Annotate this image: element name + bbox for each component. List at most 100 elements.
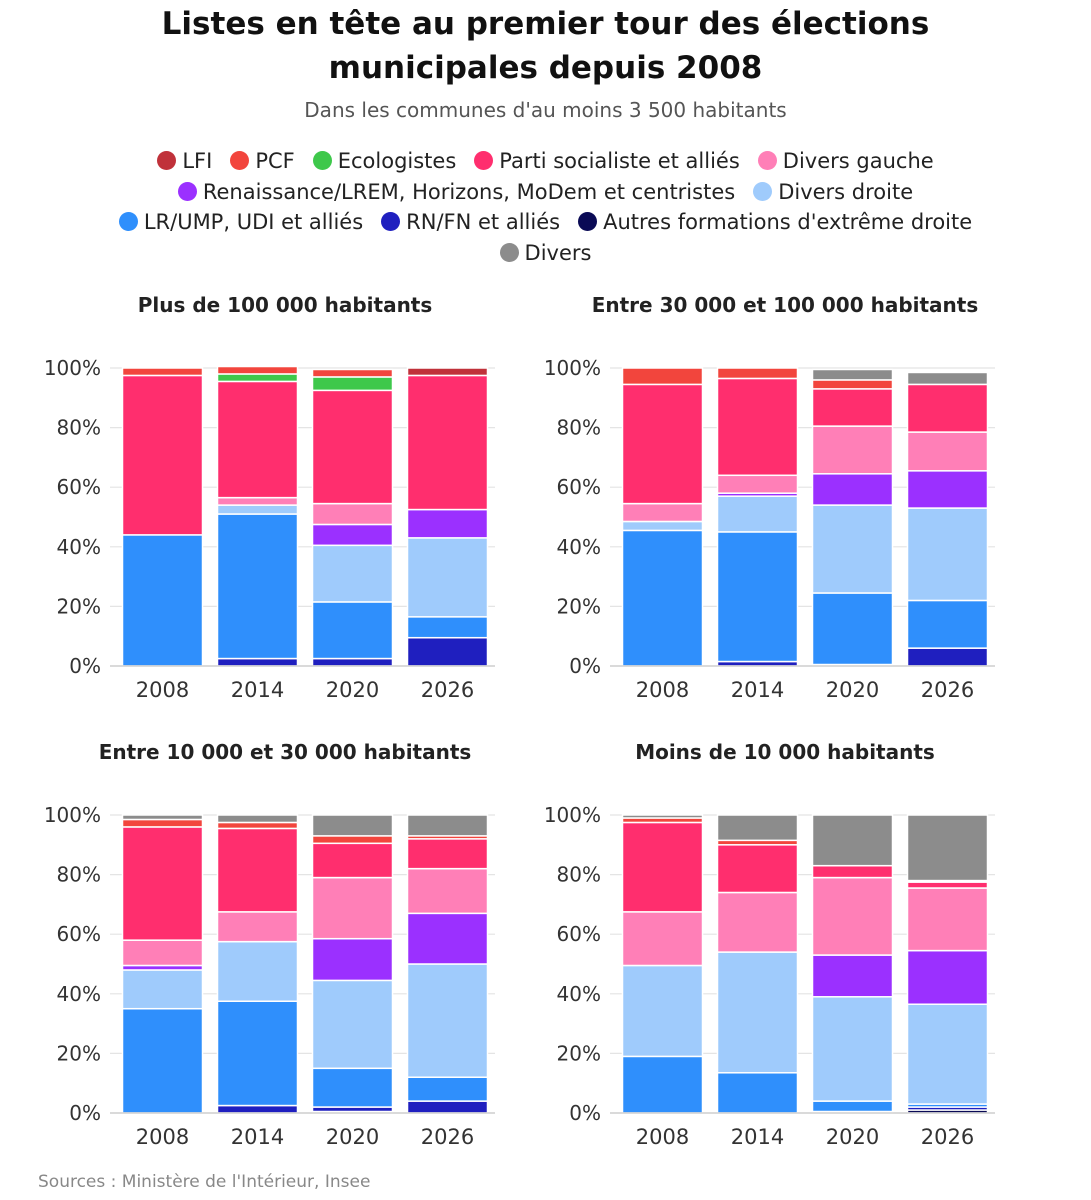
- bar-segment: [716, 531, 799, 663]
- bar-segment: [621, 821, 704, 913]
- y-tick-label: 40%: [57, 535, 101, 559]
- legend: LFI PCF Ecologistes Parti socialiste et all…: [20, 146, 1071, 268]
- chart-title-line1: Listes en tête au premier tour des élect…: [161, 6, 930, 42]
- panel-plus-100000: Plus de 100 000 habitants 0% 20% 40% 60% 80%…: [20, 293, 550, 723]
- bar-segment: [216, 504, 299, 515]
- bar-segment: [406, 814, 489, 837]
- bar-segment: [906, 371, 989, 386]
- y-tick-label: 100%: [44, 356, 101, 380]
- y-tick-label: 100%: [44, 803, 101, 827]
- y-tick-label: 0%: [569, 1101, 601, 1125]
- panel-10000-30000: Entre 10 000 et 30 000 habitants 0% 20% 40…: [20, 740, 550, 1170]
- legend-swatch: [578, 212, 598, 231]
- bar-segment: [406, 537, 489, 618]
- x-tick-label: 2020: [326, 1125, 379, 1149]
- bar-segment: [716, 951, 799, 1074]
- legend-swatch: [381, 212, 401, 231]
- y-tick-label: 80%: [57, 416, 101, 440]
- x-tick-label: 2008: [136, 678, 189, 702]
- bar-segment: [311, 601, 394, 660]
- legend-item: Ecologistes: [312, 146, 456, 177]
- bar-segment: [906, 814, 989, 882]
- y-tick-label: 40%: [557, 982, 601, 1006]
- legend-item: LR/UMP, UDI et alliés: [118, 207, 364, 238]
- panel-title: Entre 10 000 et 30 000 habitants: [98, 740, 472, 764]
- bar-segment: [121, 374, 204, 536]
- bar-segment: [311, 502, 394, 526]
- legend-swatch: [157, 151, 177, 170]
- x-tick-label: 2014: [231, 1125, 284, 1149]
- x-tick-label: 2020: [826, 1125, 879, 1149]
- bar-segment: [906, 431, 989, 472]
- bar-segment: [406, 1100, 489, 1114]
- legend-label: Parti socialiste et alliés: [499, 149, 740, 173]
- bar-segment: [906, 1003, 989, 1105]
- bar-segment: [216, 657, 299, 667]
- legend-item: Parti socialiste et alliés: [474, 146, 740, 177]
- source-note: Sources : Ministère de l'Intérieur, Inse…: [38, 1172, 371, 1192]
- legend-label: Divers: [524, 240, 592, 265]
- bar-segment: [621, 814, 704, 819]
- bar-segment: [121, 969, 204, 1010]
- bar-segment: [811, 592, 894, 666]
- bar-segment: [811, 425, 894, 475]
- y-tick-label: 100%: [544, 803, 601, 827]
- panel-title: Entre 30 000 et 100 000 habitants: [591, 293, 979, 317]
- legend-label: Divers gauche: [782, 149, 934, 173]
- legend-item: Divers gauche: [757, 146, 934, 177]
- legend-label: LR/UMP, UDI et alliés: [143, 210, 364, 234]
- legend-label: PCF: [255, 149, 295, 173]
- bar-segment: [216, 365, 299, 375]
- bar-segment: [906, 470, 989, 509]
- bar-segment: [811, 996, 894, 1102]
- panel-moins-10000: Moins de 10 000 habitants 0% 20% 40% 60% 80%…: [520, 740, 1050, 1170]
- x-tick-label: 2008: [636, 1125, 689, 1149]
- y-tick-label: 80%: [557, 416, 601, 440]
- bar-segment: [716, 814, 799, 842]
- y-tick-label: 20%: [57, 594, 101, 618]
- stacked-bar-chart: 0% 20% 40% 60% 80% 100% 2008 2014 2020 2026: [44, 356, 495, 702]
- x-tick-label: 2014: [731, 678, 784, 702]
- bar-segment: [716, 367, 799, 380]
- legend-swatch: [499, 242, 519, 262]
- bar-segment: [406, 867, 489, 915]
- bar-segment: [216, 513, 299, 660]
- bar-segment: [216, 814, 299, 824]
- bar-segment: [121, 534, 204, 667]
- bar-segment: [906, 887, 989, 952]
- legend-item: Renaissance/LREM, Horizons, MoDem et cen…: [177, 177, 735, 208]
- bar-segment: [311, 544, 394, 603]
- y-tick-label: 80%: [57, 863, 101, 887]
- y-tick-label: 0%: [69, 1101, 101, 1125]
- x-tick-label: 2020: [326, 678, 379, 702]
- bar-segment: [621, 520, 704, 532]
- x-tick-label: 2008: [136, 1125, 189, 1149]
- x-tick-label: 2020: [826, 678, 879, 702]
- x-tick-label: 2026: [921, 678, 974, 702]
- y-tick-label: 40%: [57, 982, 101, 1006]
- bar-segment: [621, 367, 704, 386]
- bar-segment: [216, 380, 299, 499]
- bar-segment: [121, 826, 204, 941]
- legend-item: RN/FN et alliés: [381, 207, 560, 238]
- legend-label: LFI: [182, 149, 213, 173]
- stacked-bar-chart: 0% 20% 40% 60% 80% 100% 2008 2014 2020 2026: [44, 803, 495, 1149]
- x-tick-label: 2026: [421, 678, 474, 702]
- bar-segment: [621, 1055, 704, 1114]
- bar-segment: [716, 474, 799, 494]
- bar-segment: [216, 1104, 299, 1114]
- y-tick-label: 100%: [544, 356, 601, 380]
- bar-segment: [216, 940, 299, 1002]
- bar-segment: [121, 814, 204, 821]
- chart-title: Listes en tête au premier tour des élect…: [0, 2, 1091, 90]
- bar-segment: [406, 616, 489, 639]
- panel-title: Moins de 10 000 habitants: [635, 740, 935, 764]
- bar-segment: [716, 844, 799, 894]
- y-tick-label: 20%: [557, 594, 601, 618]
- bar-segment: [121, 818, 204, 828]
- bar-segment: [406, 912, 489, 965]
- bar-segment: [121, 939, 204, 967]
- bar-segment: [311, 376, 394, 392]
- bar-segment: [311, 835, 394, 845]
- bar-segment: [811, 814, 894, 867]
